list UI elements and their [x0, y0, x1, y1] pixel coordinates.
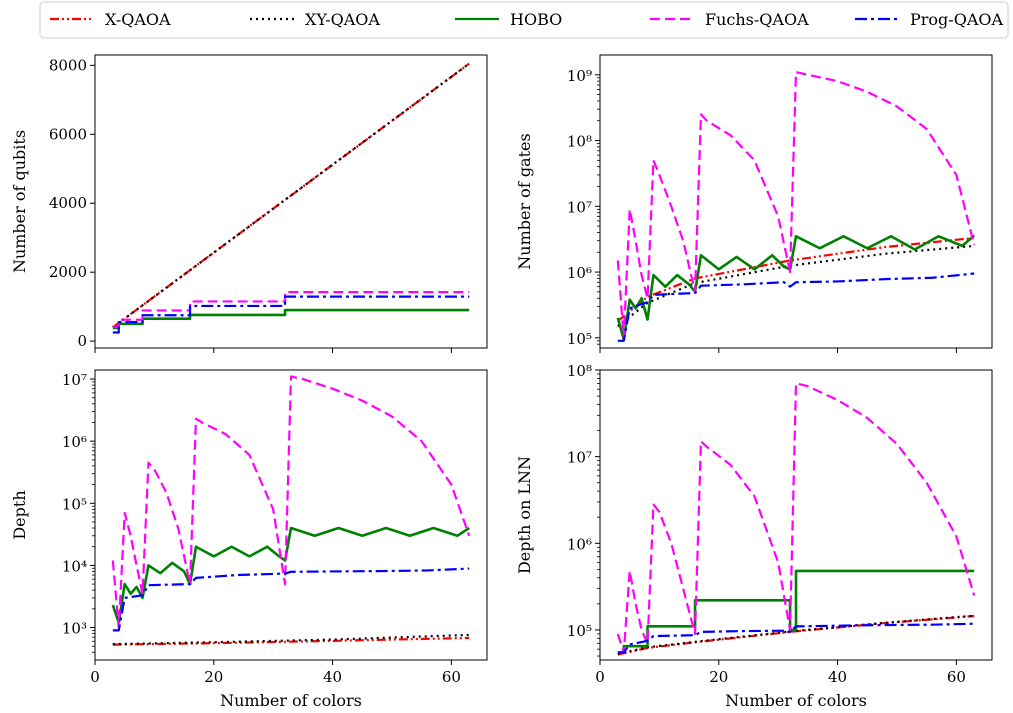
y-tick-label: 10⁶ — [62, 433, 87, 451]
series-xy-qaoa — [112, 633, 470, 646]
y-tick-label: 4000 — [49, 194, 87, 212]
x-tick-label: 40 — [828, 668, 847, 686]
legend-frame — [39, 1, 1009, 39]
x-tick-label: 20 — [709, 668, 728, 686]
axes-frame — [599, 369, 993, 661]
series-x-qaoa — [112, 636, 470, 646]
legend-label-hobo: HOBO — [510, 10, 562, 29]
series-xy-qaoa — [112, 62, 470, 329]
y-axis-label: Depth on LNN — [515, 456, 534, 574]
y-axis-label: Number of gates — [515, 133, 534, 269]
y-tick-label: 10⁸ — [567, 362, 592, 380]
series-xy-qaoa — [617, 614, 975, 655]
y-tick-label: 10⁷ — [62, 371, 87, 389]
x-tick-label: 0 — [90, 668, 100, 686]
y-tick-label: 6000 — [49, 125, 87, 143]
legend-label-x-qaoa: X-QAOA — [105, 10, 171, 29]
x-tick-label: 40 — [323, 668, 342, 686]
y-tick-label: 10⁴ — [62, 557, 87, 575]
series-fuchs-qaoa — [111, 375, 471, 629]
axes-frame — [94, 369, 488, 661]
y-tick-label: 8000 — [49, 56, 87, 74]
y-tick-label: 10⁹ — [567, 67, 592, 85]
panel-qubits: 0 2000 4000 6000 8000 Number of qubits — [10, 54, 488, 353]
series-xy-qaoa — [617, 244, 975, 328]
y-tick-label: 10⁷ — [567, 449, 592, 467]
series-prog-qaoa — [112, 567, 470, 632]
panel-depth: 0 20 40 60 10³ 10⁴ 10⁵ 10⁶ 10⁷ Number of colors De… — [10, 369, 488, 710]
panel-depth-lnn: 0 20 40 60 10⁵ 10⁶ 10⁷ 10⁸ Number of colors Depth… — [515, 362, 993, 710]
series-prog-qaoa — [617, 622, 975, 654]
y-tick-label: 10⁶ — [567, 535, 592, 553]
x-tick-label: 0 — [595, 668, 605, 686]
series-hobo — [111, 526, 470, 624]
axes-frame — [94, 54, 488, 349]
y-tick-label: 10³ — [62, 620, 87, 638]
y-tick-label: 10⁵ — [567, 330, 592, 348]
series-hobo — [616, 234, 976, 341]
series-fuchs-qaoa — [616, 70, 976, 339]
series-fuchs-qaoa — [616, 382, 976, 654]
series-hobo — [617, 569, 975, 654]
x-tick-label: 60 — [947, 668, 966, 686]
y-tick-label: 10⁷ — [567, 198, 592, 216]
series-hobo — [112, 308, 470, 330]
y-axis-label: Depth — [10, 490, 29, 539]
y-axis-label: Number of qubits — [10, 130, 29, 273]
x-axis-label: Number of colors — [725, 691, 867, 710]
series-prog-qaoa — [617, 272, 975, 342]
y-tick-label: 10⁵ — [62, 495, 87, 513]
legend-label-fuchs-qaoa: Fuchs-QAOA — [705, 10, 809, 29]
legend-label-xy-qaoa: XY-QAOA — [305, 10, 380, 29]
y-tick-label: 10⁶ — [567, 264, 592, 282]
y-tick-label: 10⁸ — [567, 133, 592, 151]
axes-frame — [599, 54, 993, 349]
y-tick-label: 2000 — [49, 263, 87, 281]
series-x-qaoa — [617, 236, 975, 322]
legend: X-QAOA XY-QAOA HOBO Fuchs-QAOA Prog-QAOA — [39, 1, 1009, 39]
y-tick-label: 0 — [77, 332, 87, 350]
panel-gates: 10⁵ 10⁶ 10⁷ 10⁸ 10⁹ Number of gates — [515, 54, 993, 353]
x-tick-label: 20 — [204, 668, 223, 686]
y-tick-label: 10⁵ — [567, 622, 592, 640]
series-prog-qaoa — [112, 295, 470, 334]
x-tick-label: 60 — [442, 668, 461, 686]
x-axis-label: Number of colors — [220, 691, 362, 710]
legend-label-prog-qaoa: Prog-QAOA — [910, 10, 1003, 29]
